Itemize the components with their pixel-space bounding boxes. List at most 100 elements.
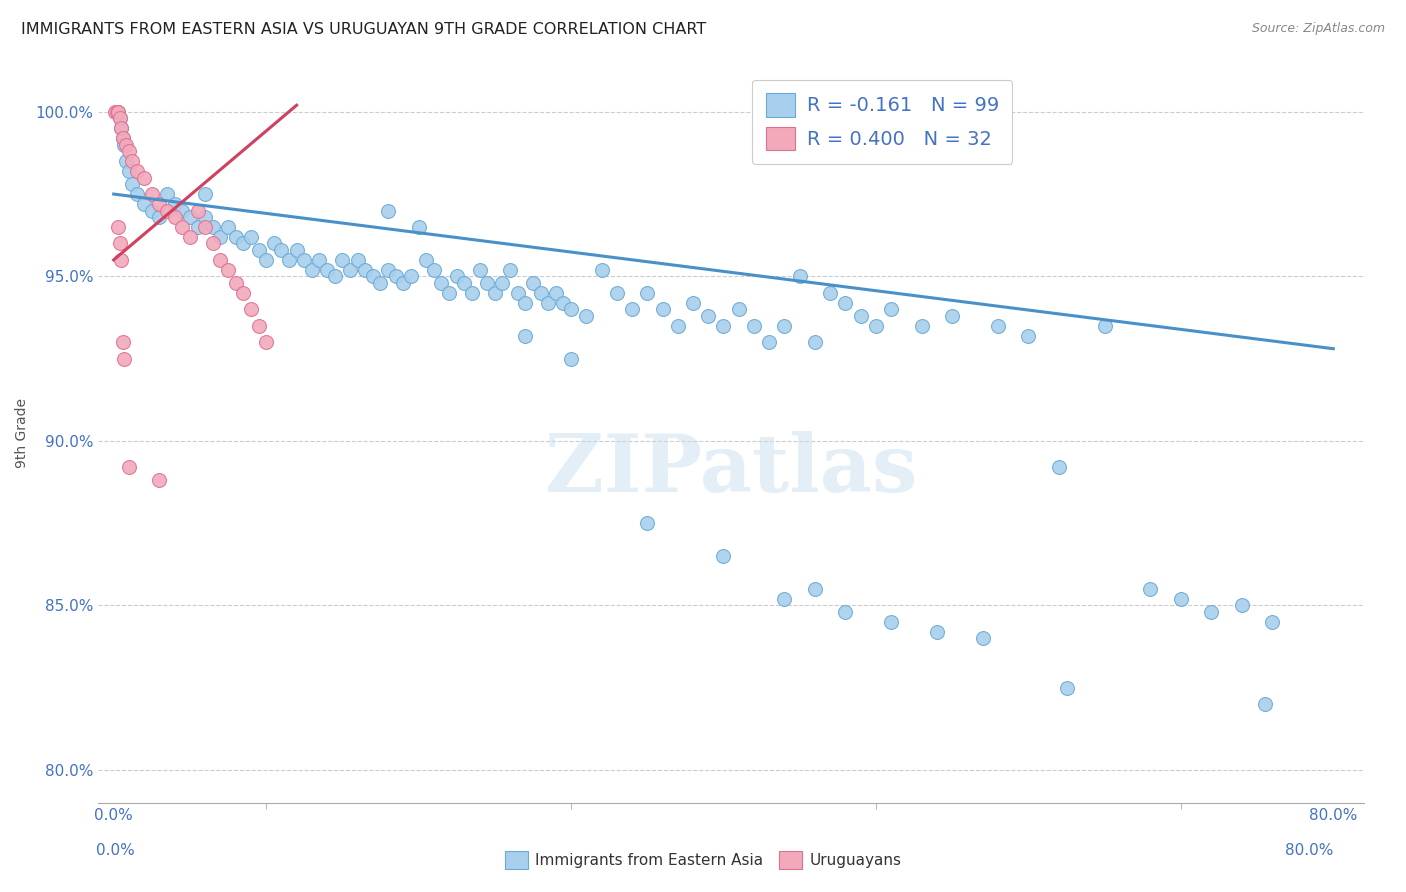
Point (278, 252, 301, 267)
Point (239, 230, 262, 244)
Point (399, 269, 422, 284)
Point (163, 210, 186, 224)
Point (941, 309, 963, 323)
Point (515, 328, 537, 343)
Point (323, 269, 346, 284)
Point (370, 276, 392, 290)
Point (111, 131, 134, 145)
Point (186, 219, 208, 234)
Point (156, 203, 179, 218)
Point (108, 112, 131, 126)
Point (339, 262, 361, 277)
Point (423, 262, 446, 277)
Point (446, 269, 468, 284)
Point (209, 252, 232, 267)
Point (713, 549, 735, 563)
Point (666, 318, 689, 333)
Point (544, 285, 567, 300)
Point (911, 318, 934, 333)
Point (560, 302, 582, 317)
Point (225, 230, 247, 244)
Point (111, 335, 134, 350)
Point (118, 145, 141, 159)
Point (247, 318, 270, 333)
Point (107, 104, 129, 119)
Point (1056, 681, 1078, 695)
Point (194, 210, 217, 224)
Point (384, 269, 406, 284)
Point (818, 285, 841, 300)
Point (217, 262, 239, 277)
Point (225, 276, 247, 290)
Point (194, 187, 217, 202)
Point (553, 295, 575, 310)
Point (148, 473, 170, 487)
Point (301, 262, 323, 277)
Point (141, 203, 163, 218)
Point (804, 335, 827, 350)
Point (118, 460, 141, 475)
Point (491, 276, 513, 290)
Point (651, 302, 673, 317)
Point (361, 269, 384, 284)
Point (179, 230, 201, 244)
Point (316, 262, 339, 277)
Point (107, 104, 129, 119)
Point (1201, 605, 1223, 619)
Legend: Immigrants from Eastern Asia, Uruguayans: Immigrants from Eastern Asia, Uruguayans (499, 845, 907, 875)
Point (247, 243, 270, 257)
Point (112, 351, 135, 366)
Point (104, 104, 127, 119)
Point (254, 252, 277, 267)
Point (773, 318, 796, 333)
Point (430, 276, 453, 290)
Point (285, 243, 308, 257)
Point (392, 276, 415, 290)
Point (773, 591, 796, 606)
Point (453, 276, 475, 290)
Point (804, 582, 827, 596)
Point (606, 285, 628, 300)
Point (134, 170, 156, 185)
Point (377, 203, 399, 218)
Point (232, 236, 254, 251)
Point (1047, 460, 1070, 475)
Point (1261, 615, 1284, 629)
Legend: R = -0.161   N = 99, R = 0.400   N = 32: R = -0.161 N = 99, R = 0.400 N = 32 (752, 79, 1012, 164)
Point (1230, 599, 1253, 613)
Text: 0.0%: 0.0% (96, 843, 135, 858)
Point (865, 318, 887, 333)
Point (713, 318, 735, 333)
Point (121, 177, 143, 191)
Y-axis label: 9th Grade: 9th Grade (14, 398, 28, 467)
Point (308, 252, 330, 267)
Point (156, 187, 179, 202)
Point (972, 632, 994, 646)
Point (437, 285, 460, 300)
Point (925, 624, 948, 639)
Point (330, 252, 353, 267)
Point (621, 302, 644, 317)
Point (354, 262, 377, 277)
Point (107, 219, 129, 234)
Text: IMMIGRANTS FROM EASTERN ASIA VS URUGUAYAN 9TH GRADE CORRELATION CHART: IMMIGRANTS FROM EASTERN ASIA VS URUGUAYA… (21, 22, 706, 37)
Point (560, 351, 582, 366)
Point (134, 197, 156, 211)
Point (118, 164, 141, 178)
Point (682, 295, 704, 310)
Point (636, 516, 658, 530)
Point (849, 309, 872, 323)
Point (186, 203, 208, 218)
Point (468, 262, 491, 277)
Point (105, 104, 128, 119)
Point (209, 230, 232, 244)
Point (461, 285, 484, 300)
Point (148, 210, 170, 224)
Point (201, 236, 224, 251)
Point (292, 252, 315, 267)
Point (254, 335, 277, 350)
Point (537, 295, 560, 310)
Point (232, 285, 254, 300)
Point (727, 302, 749, 317)
Point (121, 154, 143, 169)
